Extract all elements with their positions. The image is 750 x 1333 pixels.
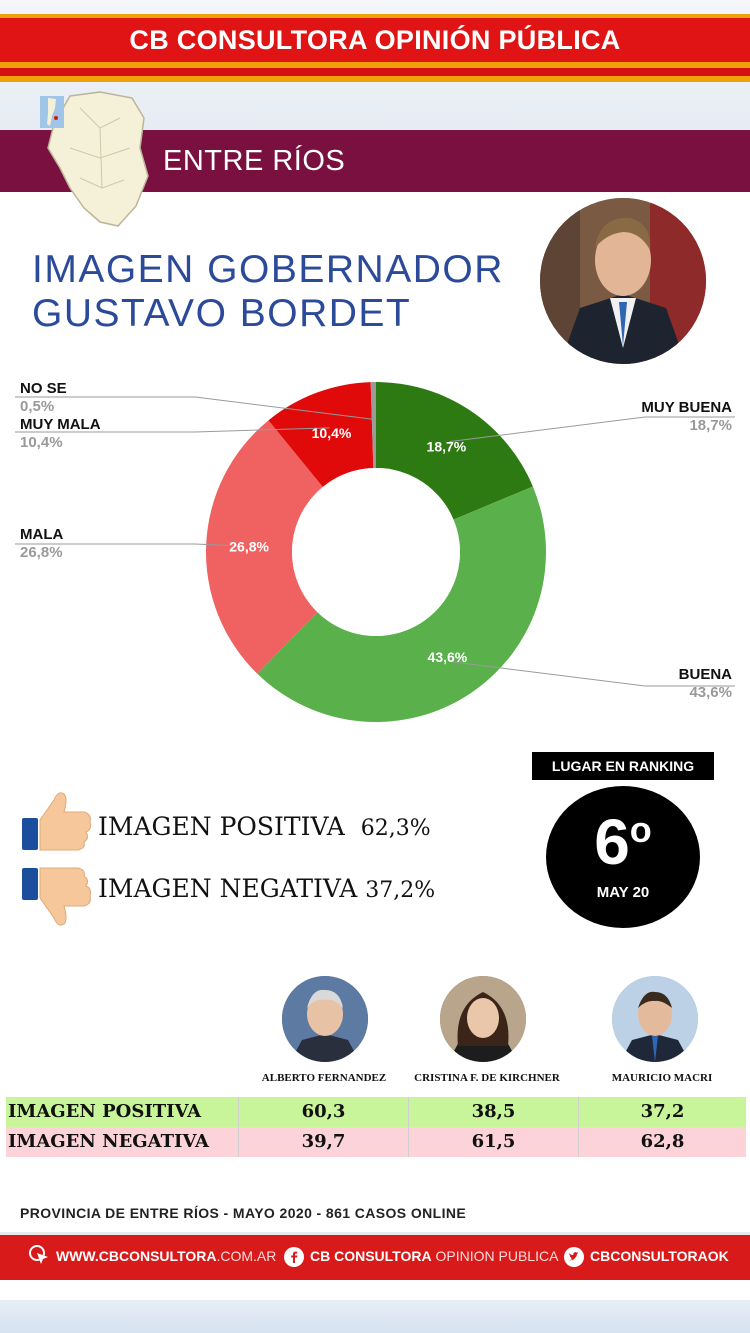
leader-line-mala xyxy=(15,543,244,547)
province-title: ENTRE RÍOS xyxy=(163,145,346,177)
footer-bar xyxy=(0,1232,750,1280)
donut-slices xyxy=(206,382,546,722)
cell-negative-macri: 62,8 xyxy=(578,1127,746,1157)
row-label-negative: IMAGEN NEGATIVA xyxy=(8,1131,209,1152)
cell-negative-kirchner: 61,5 xyxy=(408,1127,578,1157)
pct-muy-mala: 10,4% xyxy=(20,434,63,451)
footer-facebook[interactable]: CB CONSULTORA OPINION PUBLICA xyxy=(310,1232,558,1280)
website-rest: .COM.AR xyxy=(216,1248,277,1264)
facebook-bold: CB CONSULTORA xyxy=(310,1248,432,1264)
leader-line-buena xyxy=(450,661,735,687)
leader-lines xyxy=(15,396,735,687)
pct-no-se: 0,5% xyxy=(20,398,55,415)
thumbs-up-icon xyxy=(22,792,91,851)
facebook-rest: OPINION PUBLICA xyxy=(431,1248,559,1264)
ranking-date: MAY 20 xyxy=(596,884,650,901)
cell-negative-fernandez: 39,7 xyxy=(238,1127,408,1157)
header-title: CB CONSULTORA OPINIÓN PÚBLICA xyxy=(129,25,621,55)
ranking-value: 6o xyxy=(546,805,700,879)
slice-label-buena: 43,6% xyxy=(428,649,468,665)
slice-no-se xyxy=(370,382,376,469)
cursor-click-icon xyxy=(29,1245,48,1264)
table-row-negative: IMAGEN NEGATIVA 39,7 61,5 62,8 xyxy=(6,1127,746,1157)
ranking-label: LUGAR EN RANKING xyxy=(532,752,714,780)
negative-value: 37,2% xyxy=(365,878,436,903)
province-map-icon xyxy=(47,91,149,227)
label-muy-buena: MUY BUENA xyxy=(641,399,732,416)
ranking-circle xyxy=(546,786,700,928)
pct-mala: 26,8% xyxy=(20,544,63,561)
leader-name-kirchner: CRISTINA F. DE KIRCHNER xyxy=(414,1072,560,1084)
bottom-strip xyxy=(0,1300,750,1333)
cell-positive-fernandez: 60,3 xyxy=(238,1097,408,1127)
label-buena: BUENA xyxy=(678,666,732,683)
positive-label: IMAGEN POSITIVA xyxy=(98,812,345,841)
leader-name-macri: MAURICIO MACRI xyxy=(611,1072,713,1084)
table-row-positive: IMAGEN POSITIVA 60,3 38,5 37,2 xyxy=(6,1097,746,1127)
cell-positive-macri: 37,2 xyxy=(578,1097,746,1127)
slice-labels: 18,7% 43,6% 26,8% 10,4% xyxy=(229,425,468,665)
governor-title-line2: GUSTAVO BORDET xyxy=(32,292,412,335)
pct-buena: 43,6% xyxy=(689,684,732,701)
slice-label-muy-buena: 18,7% xyxy=(427,438,467,454)
positive-value: 62,3% xyxy=(360,816,431,841)
leader-photo-kirchner xyxy=(440,976,526,1062)
governor-title-line1: IMAGEN GOBERNADOR xyxy=(32,248,504,291)
donut-chart: 18,7% 43,6% 26,8% 10,4% xyxy=(15,382,735,722)
argentina-map-icon xyxy=(40,96,64,128)
leader-name-fernandez: ALBERTO FERNANDEZ xyxy=(261,1072,387,1084)
leader-photo-fernandez xyxy=(282,976,368,1062)
header-stripe xyxy=(0,68,750,76)
row-label-positive: IMAGEN POSITIVA xyxy=(8,1101,202,1122)
leader-photo-macri xyxy=(612,976,698,1062)
ranking-number: 6 xyxy=(594,806,630,878)
thumbs-down-icon xyxy=(22,867,91,926)
slice-muy-mala xyxy=(268,382,374,487)
facebook-icon xyxy=(284,1247,304,1267)
negative-summary: IMAGEN NEGATIVA 37,2% xyxy=(98,874,435,903)
website-bold: WWW.CBCONSULTORA xyxy=(56,1248,217,1264)
label-no-se: NO SE xyxy=(20,380,67,397)
pct-muy-buena: 18,7% xyxy=(689,417,732,434)
slice-mala xyxy=(206,420,323,674)
slice-label-mala: 26,8% xyxy=(229,538,269,554)
ranking-ordinal: o xyxy=(629,809,652,850)
leader-line-no-se xyxy=(15,396,374,420)
cell-positive-kirchner: 38,5 xyxy=(408,1097,578,1127)
negative-label: IMAGEN NEGATIVA xyxy=(98,874,358,903)
slice-muy-buena xyxy=(376,382,533,520)
slice-buena xyxy=(257,486,546,722)
label-mala: MALA xyxy=(20,526,64,543)
leader-line-muy-mala xyxy=(15,427,330,433)
twitter-icon xyxy=(564,1247,584,1267)
governor-photo xyxy=(540,198,706,364)
header-inner xyxy=(0,18,750,62)
slice-label-muy-mala: 10,4% xyxy=(312,425,352,441)
footer-twitter[interactable]: CBCONSULTORAOK xyxy=(590,1248,729,1264)
donut-hole xyxy=(292,468,460,636)
footer-website[interactable]: WWW.CBCONSULTORA.COM.AR xyxy=(56,1232,276,1280)
positive-summary: IMAGEN POSITIVA 62,3% xyxy=(98,812,431,841)
label-muy-mala: MUY MALA xyxy=(20,416,101,433)
footer-note: PROVINCIA DE ENTRE RÍOS - MAYO 2020 - 86… xyxy=(20,1205,467,1221)
leader-line-muy-buena xyxy=(449,416,735,443)
